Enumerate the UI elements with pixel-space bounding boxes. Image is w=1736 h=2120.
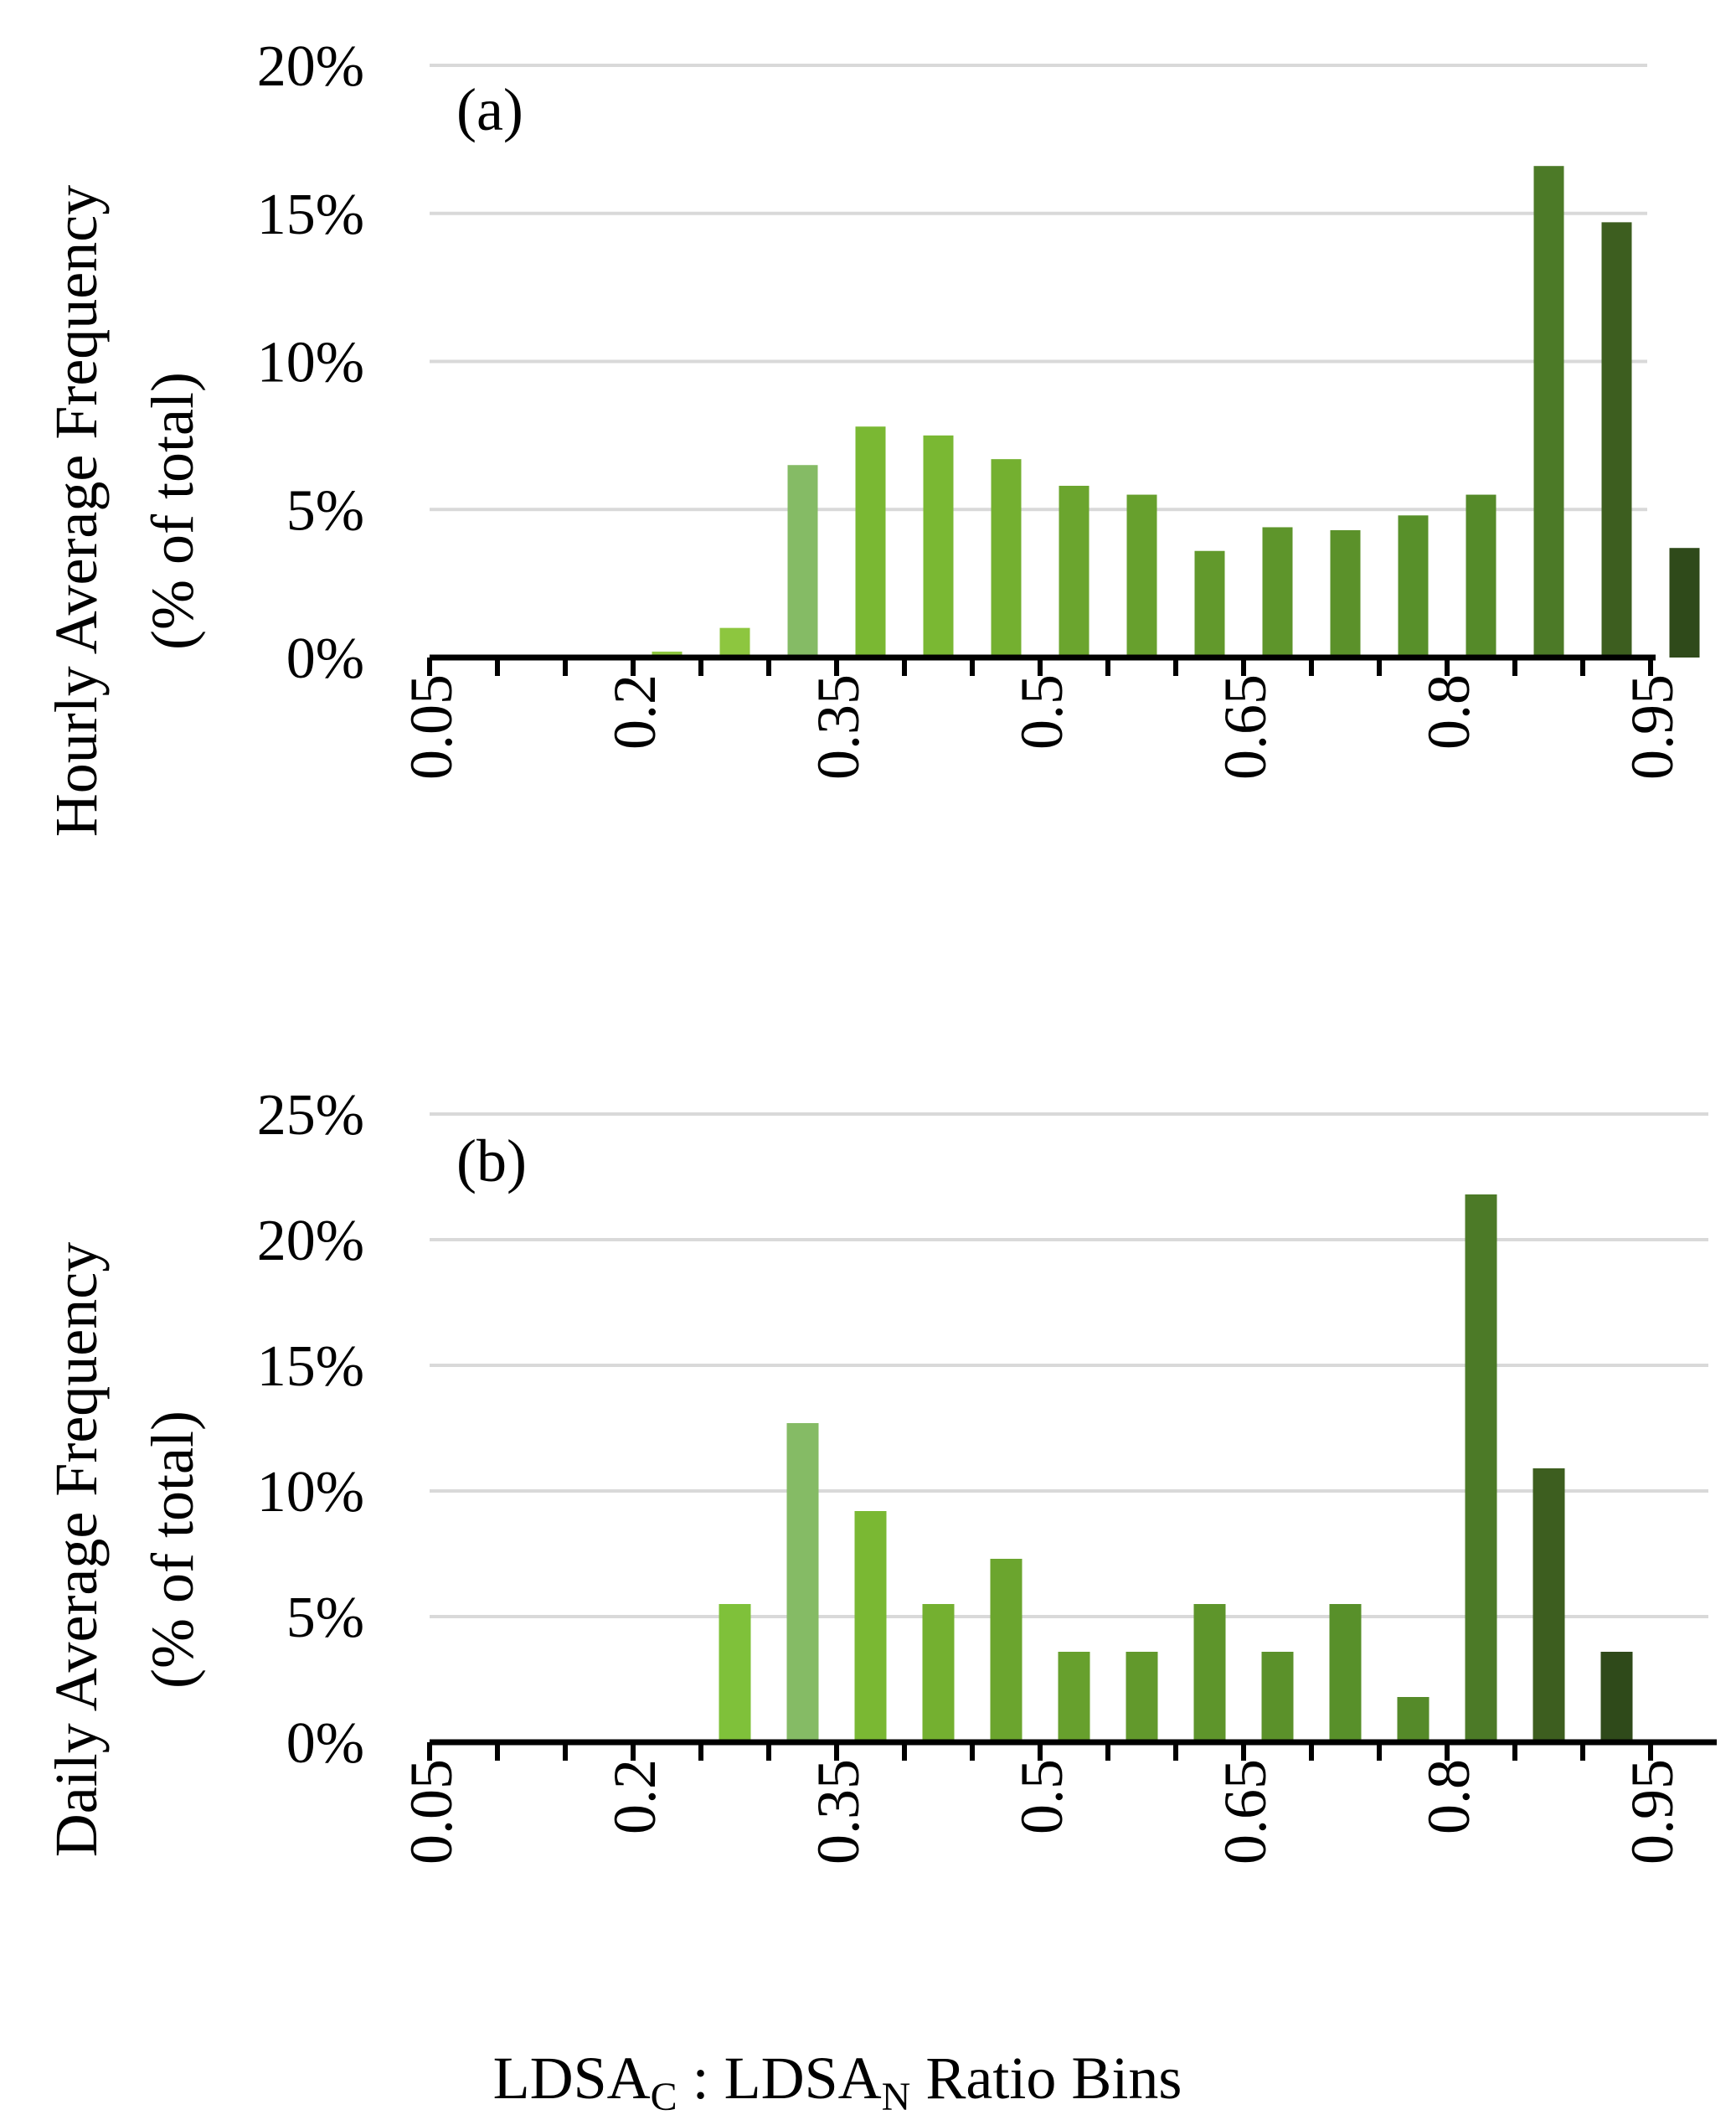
panel-b-y-tick-labels: 0% 5% 10% 15% 20% 25% xyxy=(257,1083,364,1776)
x-axis-title-sub1: C xyxy=(651,2075,677,2119)
bar xyxy=(991,459,1022,658)
bar xyxy=(719,627,750,658)
x-tick-label: 0.5 xyxy=(1008,674,1075,750)
bar xyxy=(652,651,683,658)
bar xyxy=(1398,515,1429,658)
bar xyxy=(1669,548,1700,658)
bar xyxy=(990,1559,1023,1742)
bar xyxy=(1465,1194,1497,1742)
bar xyxy=(1601,222,1632,658)
panel-a-x-tick-labels: 0.05 0.2 0.35 0.5 0.65 0.8 0.95 xyxy=(398,674,1686,780)
bar xyxy=(1330,529,1361,658)
panel-b-y-axis-title-line2: (% of total) xyxy=(139,1411,206,1689)
bar xyxy=(855,426,886,658)
bar xyxy=(1126,494,1157,658)
x-tick-label: 0.05 xyxy=(398,674,465,780)
x-tick-label: 0.2 xyxy=(601,1759,668,1834)
bar xyxy=(1600,1652,1633,1742)
bar xyxy=(786,1423,819,1742)
panel-b-label: (b) xyxy=(456,1127,527,1194)
bar xyxy=(1397,1697,1429,1742)
bar xyxy=(1533,166,1564,658)
x-axis-title-part2: : LDSA xyxy=(677,2045,882,2112)
x-axis-title: LDSAC : LDSAN Ratio Bins xyxy=(493,2045,1182,2119)
x-axis-title-sub2: N xyxy=(882,2075,911,2119)
bar xyxy=(923,435,954,658)
y-tick-label: 25% xyxy=(257,1083,364,1148)
y-tick-label: 5% xyxy=(286,478,364,543)
x-tick-label: 0.65 xyxy=(1212,674,1279,780)
bar xyxy=(1126,1652,1158,1742)
bar xyxy=(719,1604,751,1742)
panel-b-gridlines xyxy=(430,1112,1708,1618)
bar xyxy=(1194,550,1225,658)
bar xyxy=(1059,485,1090,658)
x-axis-title-part3: Ratio Bins xyxy=(910,2045,1182,2112)
bar xyxy=(1262,527,1293,658)
bar xyxy=(854,1511,887,1742)
panel-a-bars xyxy=(652,166,1700,658)
panel-a-x-axis xyxy=(427,654,1656,676)
y-tick-label: 20% xyxy=(257,34,364,99)
y-tick-label: 10% xyxy=(257,331,364,395)
y-tick-label: 20% xyxy=(257,1209,364,1273)
x-tick-label: 0.95 xyxy=(1619,1759,1686,1865)
bar xyxy=(922,1604,955,1742)
x-tick-label: 0.2 xyxy=(601,674,668,750)
bar xyxy=(1533,1468,1565,1742)
x-tick-label: 0.95 xyxy=(1619,674,1686,780)
panel-b-x-axis xyxy=(427,1739,1717,1761)
panel-a-y-axis-title-line1: Hourly Average Frequency xyxy=(43,185,110,837)
y-tick-label: 15% xyxy=(257,183,364,247)
panel-a-label: (a) xyxy=(456,76,523,143)
y-tick-label: 15% xyxy=(257,1334,364,1399)
y-tick-label: 10% xyxy=(257,1460,364,1524)
bar xyxy=(1058,1652,1090,1742)
panel-a-hourly-histogram: 0%5%10%15%20% 0.05 0.2 0.35 0.5 0.65 0.8 0.95 … xyxy=(43,34,1700,837)
panel-a-y-tick-labels: 0% 5% 10% 15% 20% xyxy=(257,34,364,691)
panel-a-gridlines xyxy=(430,64,1647,512)
x-axis-title-part1: LDSA xyxy=(493,2045,651,2112)
panel-b-daily-histogram: 0%5%10%15%20%25% 0.05 0.2 0.35 0.5 0.65 0.8 0.… xyxy=(43,1083,1717,1865)
panel-b-y-axis-title-line1: Daily Average Frequency xyxy=(43,1242,110,1857)
y-tick-label: 0% xyxy=(286,1711,364,1776)
panel-b-x-tick-labels: 0.05 0.2 0.35 0.5 0.65 0.8 0.95 xyxy=(398,1759,1686,1865)
bar xyxy=(787,465,818,658)
bar xyxy=(1193,1604,1226,1742)
panel-b-bars xyxy=(719,1194,1633,1742)
y-tick-label: 0% xyxy=(286,627,364,691)
x-tick-label: 0.05 xyxy=(398,1759,465,1865)
y-tick-label: 5% xyxy=(286,1586,364,1650)
bar xyxy=(1466,494,1496,658)
bar xyxy=(1329,1604,1362,1742)
x-tick-label: 0.8 xyxy=(1415,674,1482,750)
x-tick-label: 0.35 xyxy=(805,674,872,780)
panel-a-y-axis-title-line2: (% of total) xyxy=(139,372,206,650)
x-tick-label: 0.65 xyxy=(1212,1759,1279,1865)
x-tick-label: 0.8 xyxy=(1415,1759,1482,1834)
x-tick-label: 0.5 xyxy=(1008,1759,1075,1834)
bar xyxy=(1261,1652,1294,1742)
x-tick-label: 0.35 xyxy=(805,1759,872,1865)
